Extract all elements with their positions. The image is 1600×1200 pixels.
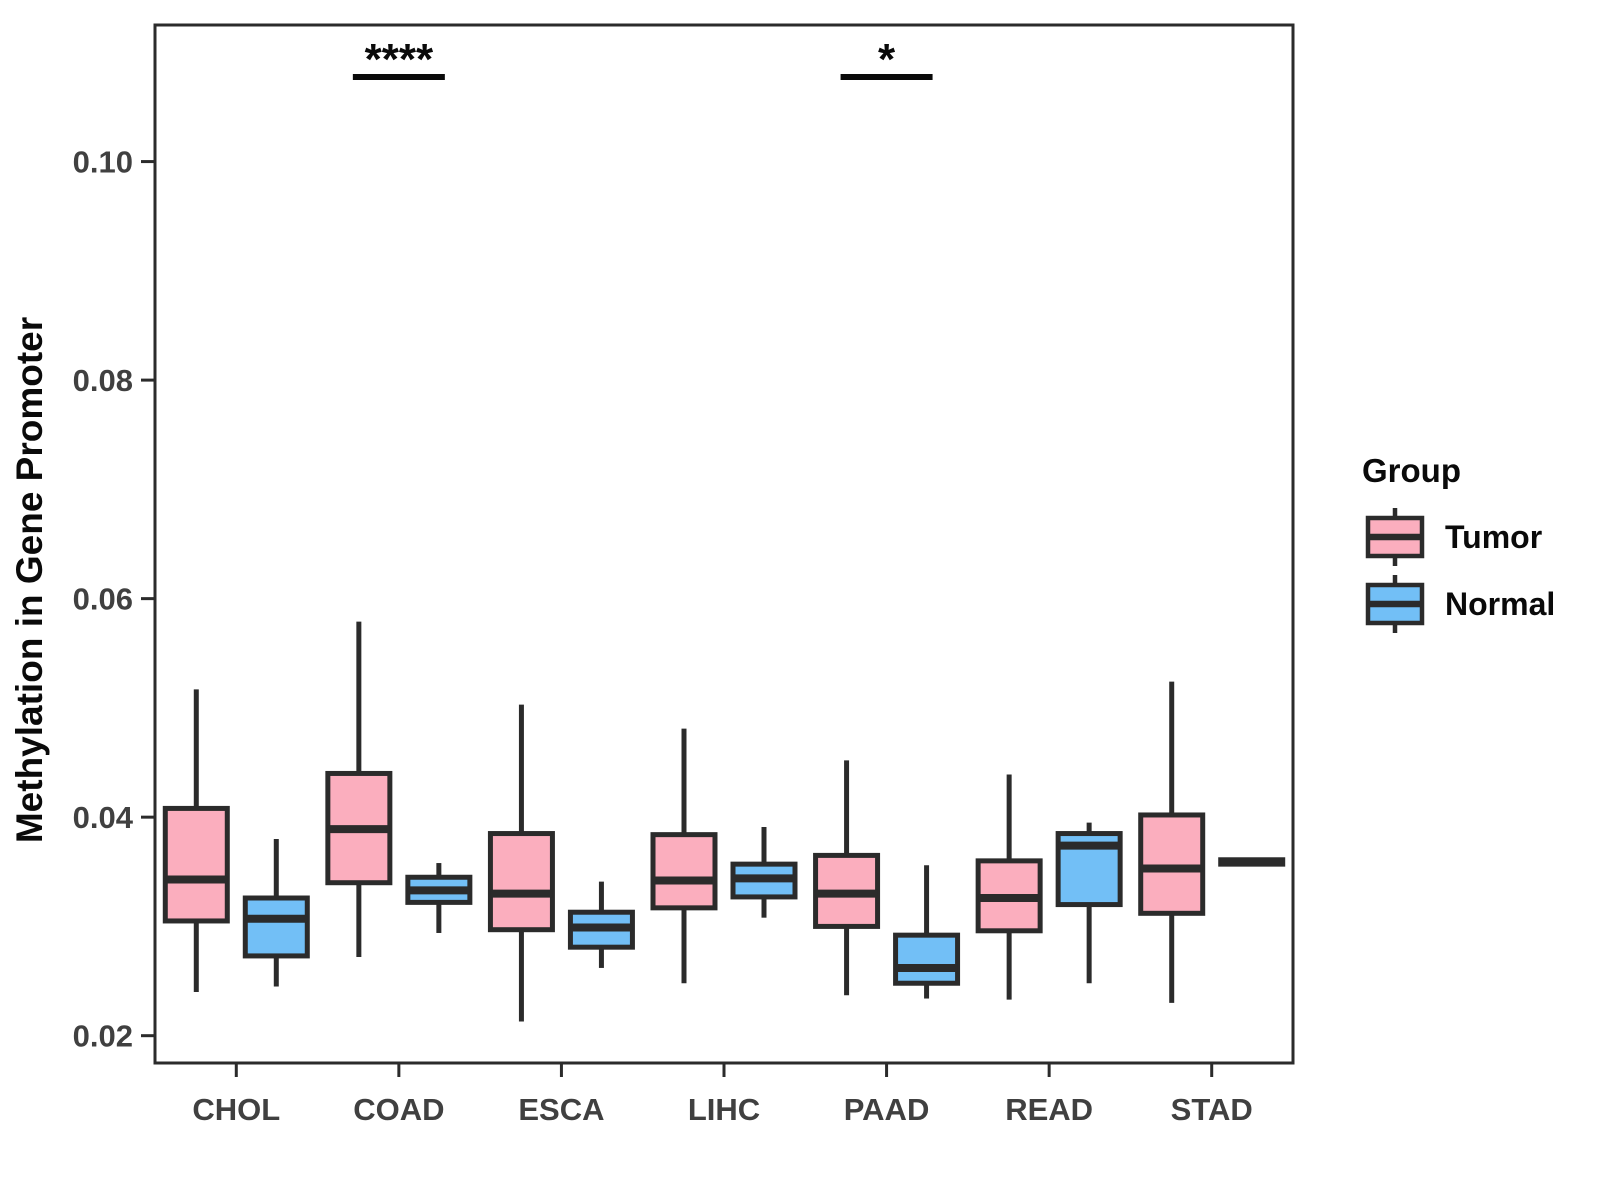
y-axis-title: Methylation in Gene Promoter [9,317,50,843]
y-tick-label-0.10: 0.10 [73,144,133,179]
box-COAD-Normal [405,863,473,933]
y-tick-label-0.04: 0.04 [73,800,134,835]
significance-stars-PAAD: * [878,35,896,84]
legend-label-tumor: Tumor [1445,519,1542,555]
y-tick-label-0.06: 0.06 [73,581,133,616]
iqr-box-PAAD-Normal [893,932,961,986]
box-READ-Tumor [975,774,1043,1000]
box-STAD-Normal [1218,857,1286,867]
x-tick-label-COAD: COAD [353,1092,444,1127]
significance-stars-COAD: **** [365,35,434,84]
iqr-box-LIHC-Tumor [650,832,718,911]
box-PAAD-Normal [893,865,961,999]
legend-title: Group [1362,452,1461,489]
x-tick-label-PAAD: PAAD [844,1092,930,1127]
panel-border [153,23,1295,1065]
iqr-box-CHOL-Normal [242,895,310,959]
legend-key-normal: Normal [1365,575,1555,633]
box-LIHC-Tumor [650,728,718,984]
box-ESCA-Normal [567,881,635,968]
iqr-box-CHOL-Tumor [162,805,230,924]
x-tick-label-ESCA: ESCA [518,1092,604,1127]
significance-PAAD: * [840,35,933,84]
x-tick-label-CHOL: CHOL [192,1092,280,1127]
iqr-box-ESCA-Tumor [487,831,555,933]
significance-COAD: **** [352,35,445,84]
box-CHOL-Normal [242,839,310,987]
y-tick-label-0.08: 0.08 [73,363,133,398]
box-PAAD-Tumor [813,760,881,996]
plot-layer: 0.02 0.04 0.06 0.08 0.10 CHOL COAD ESCA LIHC PAAD… [73,23,1295,1127]
box-LIHC-Normal [730,826,798,918]
legend-label-normal: Normal [1445,586,1555,622]
legend-key-tumor: Tumor [1365,508,1542,566]
iqr-box-STAD-Tumor [1138,812,1206,916]
box-COAD-Tumor [325,621,393,958]
x-tick-label-READ: READ [1005,1092,1093,1127]
box-READ-Normal [1055,822,1123,984]
box-STAD-Tumor [1138,681,1206,1003]
x-tick-label-LIHC: LIHC [688,1092,760,1127]
box-ESCA-Tumor [487,704,555,1022]
x-tick-label-STAD: STAD [1171,1092,1253,1127]
legend: Group Tumor Normal [1362,452,1555,633]
box-CHOL-Tumor [162,689,230,992]
y-tick-label-0.02: 0.02 [73,1019,133,1054]
